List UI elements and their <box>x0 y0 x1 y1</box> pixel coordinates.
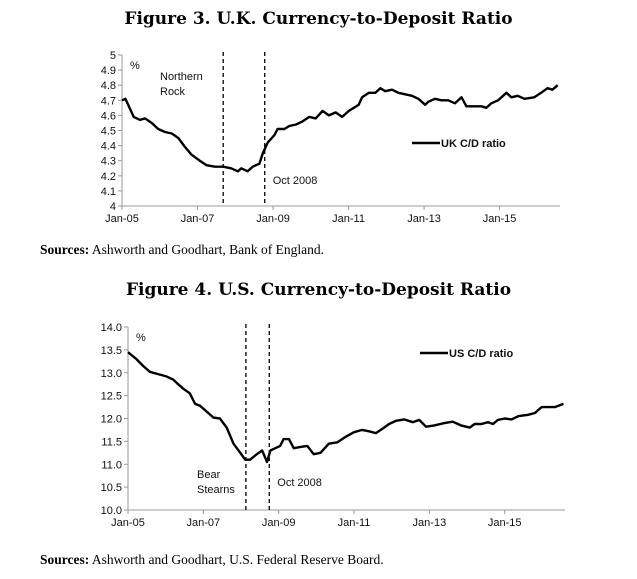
event-label: Rock <box>160 86 186 98</box>
y-tick-label: 4.3 <box>101 156 116 168</box>
y-tick-label: 4.1 <box>101 186 116 198</box>
figure-4-title: Figure 4. U.S. Currency-to-Deposit Ratio <box>125 280 512 300</box>
figure-3-sources: Sources: Ashworth and Goodhart, Bank of … <box>40 242 324 258</box>
y-tick-label: 12.0 <box>101 414 122 426</box>
figure-4-sources: Sources: Ashworth and Goodhart, U.S. Fed… <box>40 552 384 568</box>
y-unit-label: % <box>136 332 146 344</box>
event-label: Oct 2008 <box>273 175 318 187</box>
x-tick-label: Jan-11 <box>338 517 371 529</box>
x-tick-label: Jan-09 <box>262 517 296 529</box>
us-chart: 10.0 10.5 11.0 11.5 12.0 12.5 13.0 13.5 14.0 Jan-… <box>101 322 565 529</box>
series-line <box>121 84 559 173</box>
uk-chart: 4 4.1 4.2 4.3 4.4 4.5 4.6 4.7 4.8 4.9 5 Jan-05 Jan-0… <box>101 50 560 225</box>
x-tick-label: Jan-05 <box>111 517 145 529</box>
legend-label: UK C/D ratio <box>441 138 506 150</box>
y-tick-label: 12.5 <box>101 391 122 403</box>
y-tick-label: 11.0 <box>101 459 122 471</box>
y-tick-label: 10.0 <box>101 505 122 517</box>
y-tick-label: 11.5 <box>101 436 122 448</box>
y-tick-label: 13.5 <box>101 345 122 357</box>
event-label: Oct 2008 <box>277 477 322 489</box>
y-tick-label: 4.2 <box>101 171 116 183</box>
x-tick-label: Jan-13 <box>413 517 447 529</box>
x-tick-label: Jan-07 <box>181 213 215 225</box>
y-unit-label: % <box>130 60 140 72</box>
x-tick-label: Jan-07 <box>187 517 221 529</box>
event-label: Bear <box>197 469 221 481</box>
x-tick-label: Jan-09 <box>256 213 290 225</box>
event-label: Northern <box>160 71 203 83</box>
y-tick-label: 4.6 <box>101 110 116 122</box>
sources-text: Ashworth and Goodhart, Bank of England. <box>89 242 324 257</box>
legend-label: US C/D ratio <box>449 348 513 360</box>
x-tick-label: Jan-05 <box>105 213 139 225</box>
y-tick-label: 4.4 <box>101 141 116 153</box>
y-tick-label: 10.5 <box>101 482 122 494</box>
x-tick-label: Jan-13 <box>407 213 441 225</box>
y-tick-label: 4.8 <box>101 80 116 92</box>
sources-label: Sources: <box>40 242 90 257</box>
x-tick-label: Jan-11 <box>332 213 365 225</box>
y-tick-label: 14.0 <box>101 322 122 334</box>
event-label: Stearns <box>197 484 235 496</box>
y-tick-label: 4.9 <box>101 65 116 77</box>
y-tick-label: 4.5 <box>101 126 116 138</box>
figure-3-title: Figure 3. U.K. Currency-to-Deposit Ratio <box>124 9 513 29</box>
x-tick-label: Jan-15 <box>488 517 522 529</box>
series-line <box>127 351 564 464</box>
sources-text: Ashworth and Goodhart, U.S. Federal Rese… <box>89 552 384 567</box>
y-tick-label: 5 <box>110 50 116 62</box>
y-tick-label: 13.0 <box>101 368 122 380</box>
y-tick-label: 4.7 <box>101 95 116 107</box>
x-tick-label: Jan-15 <box>483 213 517 225</box>
sources-label: Sources: <box>40 552 90 567</box>
y-tick-label: 4 <box>110 201 116 213</box>
